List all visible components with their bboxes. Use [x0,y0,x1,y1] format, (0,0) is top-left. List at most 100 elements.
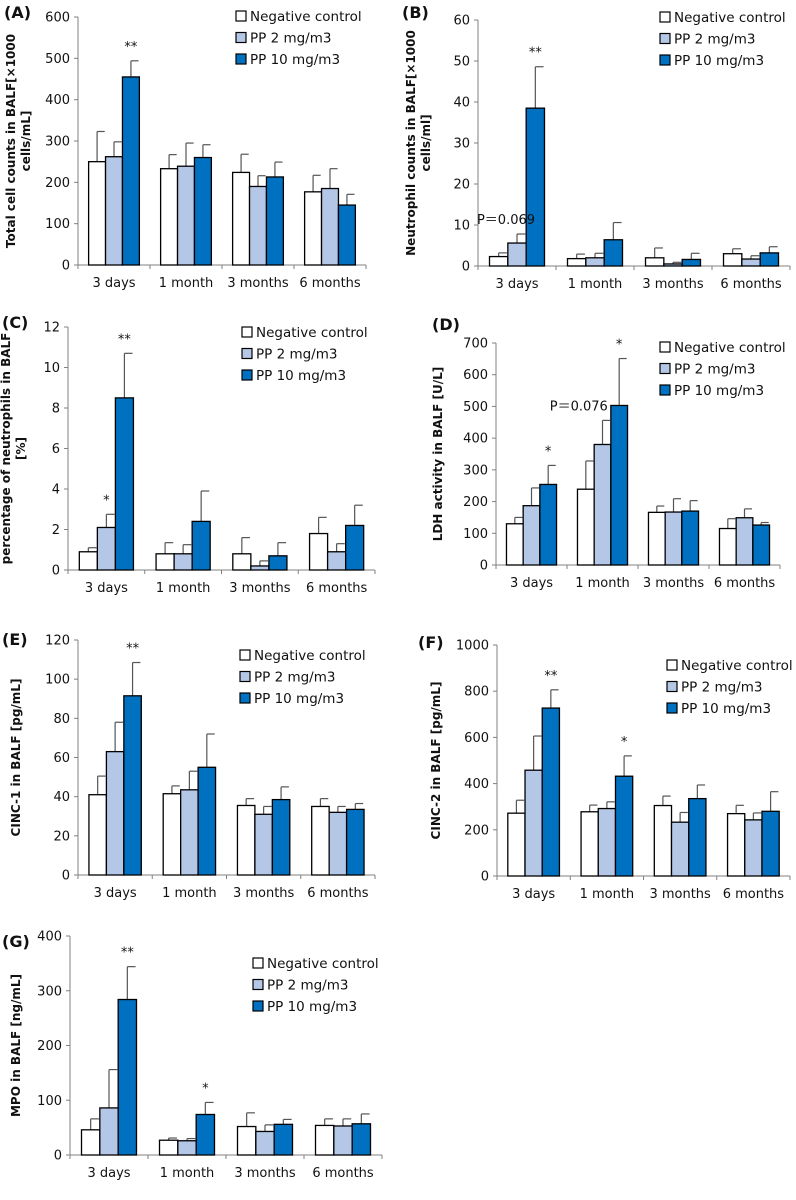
bar-pp-2-mg-m3 [333,1125,353,1156]
significance-annotation: P＝0.076 [550,399,608,414]
chart-panel-d: (D) 0 100 200 300 400 500 600 700 3 days 1 month 3 … [400,300,796,600]
y-axis-label-line: percentage of neutrophils in BALF [0,333,13,565]
legend-label: Negative control [250,9,362,25]
bar-negative-control [314,1124,335,1156]
significance-annotation: * [616,338,623,353]
chart-a-svg: (A) 0 100 200 300 400 500 600 3 days 1 month 3 mon… [4,3,367,291]
x-tick-label: 6 months [714,576,776,591]
panel-label: (A) [4,3,31,22]
bar-negative-control [488,255,509,267]
y-tick-label: 10 [43,361,60,376]
panel-label: (F) [418,633,444,652]
legend-label: PP 2 mg/m3 [681,680,762,696]
bar-negative-control [580,811,599,877]
legend-label: PP 10 mg/m3 [250,52,340,68]
bar-negative-control [236,804,256,876]
bar-negative-control [718,527,737,566]
legend-swatch [659,32,671,45]
bar-pp-10-mg-m3 [614,775,634,877]
bar-pp-2-mg-m3 [507,242,527,267]
bar-pp-2-mg-m3 [99,1107,119,1156]
bar-negative-control [159,168,179,266]
bar-pp-10-mg-m3 [752,524,771,566]
y-tick-label: 200 [463,495,488,510]
bar-pp-2-mg-m3 [250,565,270,571]
bar-negative-control [647,511,666,566]
y-axis-label-line: Neutrophil counts in BALF[×1000 [404,30,418,256]
legend-swatch [659,341,671,353]
y-tick-label: 120 [45,634,70,649]
y-tick-label: 500 [463,400,488,415]
legend-label: PP 2 mg/m3 [674,32,755,48]
x-tick-label: 3 days [87,1166,130,1181]
legend-label: PP 2 mg/m3 [267,978,348,994]
y-axis-label-line: cells/mL] [19,111,33,172]
panel-label: (G) [2,932,30,951]
panel-label: (D) [432,315,460,334]
bar-pp-10-mg-m3 [271,798,291,876]
y-tick-label: 600 [464,731,489,746]
bar-negative-control [566,257,587,267]
legend-label: PP 10 mg/m3 [674,383,764,399]
bar-pp-10-mg-m3 [193,156,213,266]
significance-annotation: * [202,1081,209,1096]
bar-pp-10-mg-m3 [351,1123,372,1156]
y-tick-label: 0 [462,260,470,275]
y-tick-label: 40 [453,96,470,111]
bar-pp-2-mg-m3 [663,263,683,267]
bar-pp-2-mg-m3 [585,257,605,267]
chart-panel-g: (G) 0 100 200 300 400 3 days 1 month 3 months 6 m… [0,900,398,1200]
bar-negative-control [162,793,182,876]
y-tick-label: 8 [52,402,60,417]
x-tick-label: 6 months [299,276,361,291]
bar-pp-10-mg-m3 [681,258,702,267]
chart-panel-a: (A) 0 100 200 300 400 500 600 3 days 1 month 3 mon… [0,0,398,300]
y-tick-label: 20 [53,829,70,844]
legend-swatch [659,362,671,375]
y-axis-label-line: LDH activity in BALF [U/L] [431,367,445,542]
y-tick-label: 0 [62,869,70,884]
y-tick-label: 400 [37,930,62,945]
x-tick-label: 3 months [642,277,704,292]
bar-negative-control [158,1139,179,1156]
chart-panel-c: (C) 0 2 4 6 8 10 12 3 days 1 month 3 months 6 month… [0,300,398,600]
x-tick-label: 3 days [92,276,135,291]
bar-pp-10-mg-m3 [525,107,546,267]
y-tick-label: 400 [464,777,489,792]
panel-label: (B) [402,3,429,22]
x-tick-label: 3 months [227,276,289,291]
legend-label: PP 10 mg/m3 [256,368,346,384]
legend-swatch [241,369,253,381]
chart-panel-e: (E) 0 20 40 60 80 100 120 3 days 1 month 3 months 6… [0,600,398,901]
bar-negative-control [80,1129,101,1156]
legend-swatch [659,11,671,23]
legend-swatch [235,31,247,44]
legend-swatch [239,670,251,683]
y-tick-label: 300 [45,135,70,150]
chart-g-svg: (G) 0 100 200 300 400 3 days 1 month 3 months 6 m… [2,930,383,1181]
y-tick-label: 300 [37,984,62,999]
legend-label: Negative control [254,648,366,664]
bar-pp-2-mg-m3 [735,517,754,566]
y-tick-label: 0 [54,1149,62,1164]
x-tick-label: 3 months [234,1166,296,1181]
significance-annotation: ** [118,332,132,347]
legend-swatch [666,659,678,671]
legend-swatch [235,10,247,22]
y-axis-label-line: MPO in BALF [ng/mL] [9,974,23,1117]
panel-label: (E) [2,630,28,649]
bar-negative-control [155,553,175,571]
bar-negative-control [87,161,107,266]
bar-negative-control [644,257,665,267]
significance-annotation: * [103,493,110,508]
x-tick-label: 1 month [575,576,630,591]
y-tick-label: 80 [53,712,70,727]
bar-pp-2-mg-m3 [524,769,543,877]
chart-f-svg: (F) 0 200 400 600 800 1000 3 days 1 month 3 month… [418,633,793,902]
y-axis-label: LDH activity in BALF [U/L] [431,367,445,542]
x-tick-label: 3 days [512,887,555,902]
x-tick-label: 1 month [160,1166,215,1181]
x-tick-label: 3 days [85,581,128,596]
bar-pp-2-mg-m3 [593,443,612,566]
legend-swatch [252,978,264,991]
